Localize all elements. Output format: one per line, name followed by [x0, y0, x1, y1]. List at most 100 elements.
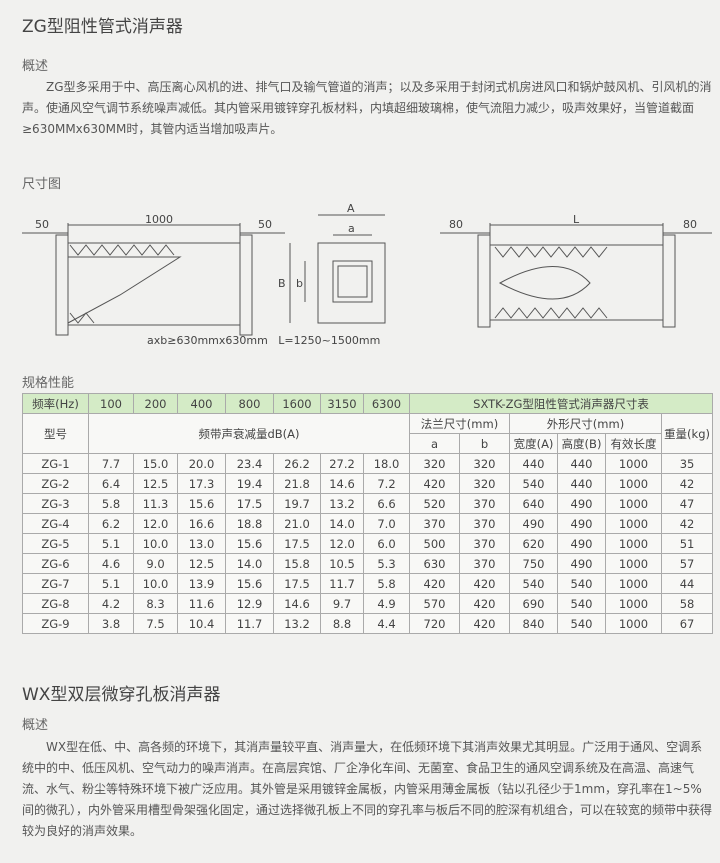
- table-cell: 15.0: [133, 453, 178, 474]
- table-cell: 13.2: [320, 493, 364, 514]
- header-cell: b: [459, 433, 510, 454]
- table-cell: 1000: [605, 533, 662, 554]
- dimension-label: b: [296, 277, 303, 290]
- table-cell: 370: [459, 553, 510, 574]
- table-cell: 370: [459, 533, 510, 554]
- table-cell: 490: [509, 513, 558, 534]
- table-cell: 47: [660, 493, 714, 514]
- table-row: 频率(Hz) 100 200 400 800 1600 3150 6300 SXTK-ZG型阻性…: [22, 393, 714, 414]
- table-row: ZG-5 5.1 10.0 13.0 15.6 17.5 12.0 6.0 500 370 620 4…: [22, 533, 714, 554]
- table-cell: 7.0: [363, 513, 410, 534]
- table-cell: 370: [459, 513, 510, 534]
- table-cell: 14.6: [320, 473, 364, 494]
- table-cell: 540: [509, 473, 558, 494]
- table-row: 型号 频带声衰减量dB(A) 法兰尺寸(mm) 外形尺寸(mm) 重量(kg): [22, 413, 714, 454]
- table-cell: 11.7: [225, 613, 274, 634]
- dimension-label: L: [573, 213, 580, 226]
- table-cell: 19.4: [225, 473, 274, 494]
- header-cell: 宽度(A): [509, 433, 558, 454]
- table-cell: ZG-6: [22, 553, 89, 574]
- table-cell: 21.8: [273, 473, 321, 494]
- table-cell: 10.0: [133, 533, 178, 554]
- subheading: 概述: [22, 59, 49, 74]
- table-cell: 67: [660, 613, 714, 634]
- table-cell: 490: [557, 513, 606, 534]
- table-cell: 630: [409, 553, 460, 574]
- table-row: ZG-1 7.7 15.0 20.0 23.4 26.2 27.2 18.0 320 320 440…: [22, 453, 714, 474]
- table-cell: 6.2: [88, 513, 134, 534]
- table-cell: 12.9: [225, 593, 274, 614]
- table-cell: 19.7: [273, 493, 321, 514]
- table-cell: 57: [660, 553, 714, 574]
- header-cell: 100: [88, 393, 134, 414]
- header-cell: 800: [225, 393, 274, 414]
- table-cell: 18.0: [363, 453, 410, 474]
- table-cell: 4.2: [88, 593, 134, 614]
- table-cell: 440: [557, 453, 606, 474]
- table-cell: 5.8: [363, 573, 410, 594]
- table-cell: 14.0: [225, 553, 274, 574]
- table-cell: ZG-4: [22, 513, 89, 534]
- table-cell: 5.3: [363, 553, 410, 574]
- table-cell: 420: [459, 613, 510, 634]
- table-cell: 320: [409, 453, 460, 474]
- header-cell: 3150: [320, 393, 364, 414]
- dimension-label: 50: [35, 218, 49, 231]
- table-cell: 520: [409, 493, 460, 514]
- table-cell: ZG-9: [22, 613, 89, 634]
- table-cell: 8.3: [133, 593, 178, 614]
- table-cell: 18.8: [225, 513, 274, 534]
- table-cell: 4.4: [363, 613, 410, 634]
- table-cell: 44: [660, 573, 714, 594]
- section-title: WX型双层微穿孔板消声器: [22, 685, 221, 705]
- table-cell: 35: [660, 453, 714, 474]
- header-cell: 200: [133, 393, 178, 414]
- header-cell: 频带声衰减量dB(A): [88, 413, 410, 454]
- table-cell: 440: [557, 473, 606, 494]
- table-cell: 13.0: [177, 533, 226, 554]
- header-cell: a: [409, 433, 460, 454]
- table-cell: 8.8: [320, 613, 364, 634]
- table-cell: 540: [509, 573, 558, 594]
- dimension-diagram: 50 1000 50 A a B b 80 L 80 axb≥630mmx630…: [22, 202, 712, 347]
- header-cell: 频率(Hz): [22, 393, 89, 414]
- table-cell: 490: [557, 553, 606, 574]
- table-cell: 720: [409, 613, 460, 634]
- table-cell: 11.7: [320, 573, 364, 594]
- table-cell: 1000: [605, 573, 662, 594]
- table-cell: 11.6: [177, 593, 226, 614]
- table-row: ZG-8 4.2 8.3 11.6 12.9 14.6 9.7 4.9 570 420 690 540…: [22, 593, 714, 614]
- table-cell: 540: [557, 593, 606, 614]
- table-cell: 3.8: [88, 613, 134, 634]
- table-cell: 42: [660, 513, 714, 534]
- dimension-label: 1000: [145, 213, 173, 226]
- table-cell: 620: [509, 533, 558, 554]
- table-cell: 570: [409, 593, 460, 614]
- table-cell: 640: [509, 493, 558, 514]
- table-cell: 12.5: [133, 473, 178, 494]
- table-cell: 7.5: [133, 613, 178, 634]
- table-cell: 11.3: [133, 493, 178, 514]
- table-cell: 12.0: [320, 533, 364, 554]
- table-cell: 6.0: [363, 533, 410, 554]
- subheading: 尺寸图: [22, 177, 62, 192]
- table-cell: 490: [557, 533, 606, 554]
- table-row: ZG-4 6.2 12.0 16.6 18.8 21.0 14.0 7.0 370 370 490 4…: [22, 513, 714, 534]
- table-cell: 1000: [605, 453, 662, 474]
- table-cell: 490: [557, 493, 606, 514]
- table-cell: 9.7: [320, 593, 364, 614]
- table-cell: ZG-7: [22, 573, 89, 594]
- table-cell: 17.5: [225, 493, 274, 514]
- table-cell: 690: [509, 593, 558, 614]
- table-cell: 320: [459, 453, 510, 474]
- paragraph: ZG型多采用于中、高压离心风机的进、排气口及输气管道的消声；以及多采用于封闭式机…: [22, 80, 712, 136]
- table-cell: 500: [409, 533, 460, 554]
- table-cell: ZG-8: [22, 593, 89, 614]
- header-cell: 有效长度: [605, 433, 662, 454]
- header-cell: SXTK-ZG型阻性管式消声器尺寸表: [408, 393, 714, 414]
- table-cell: 13.2: [273, 613, 321, 634]
- header-cell: 型号: [22, 413, 89, 454]
- table-cell: 12.0: [133, 513, 178, 534]
- table-cell: 420: [459, 593, 510, 614]
